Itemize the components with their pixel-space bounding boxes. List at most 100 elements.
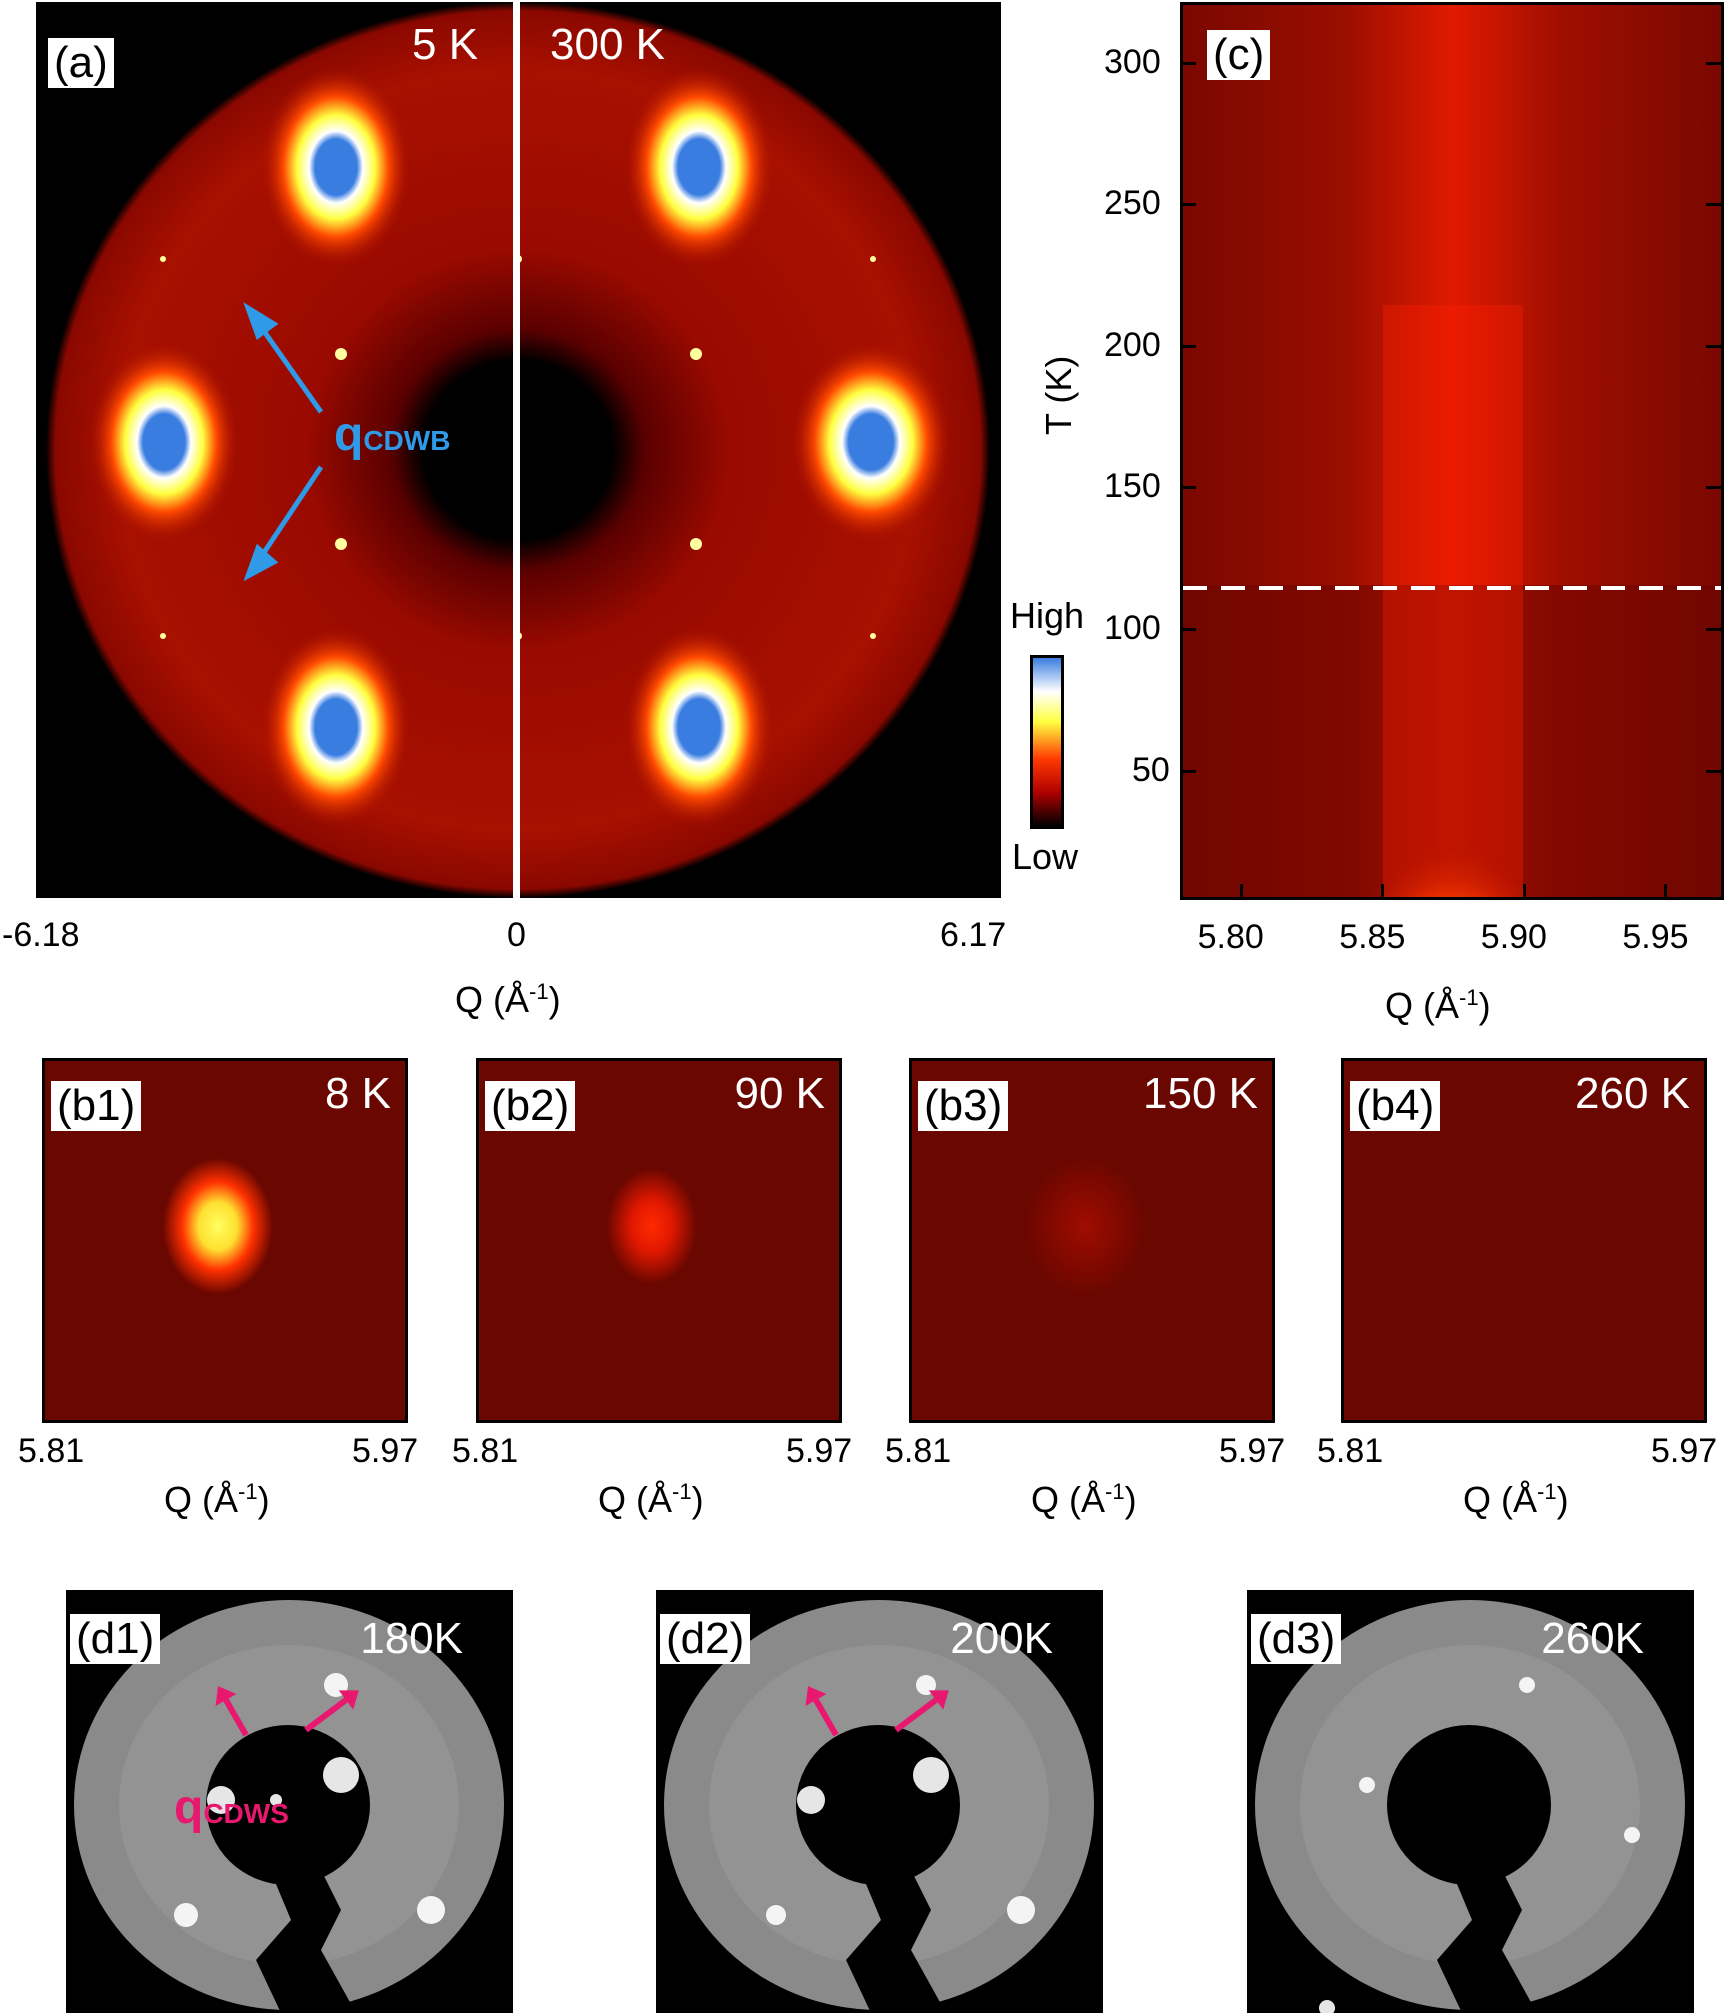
- panel-c-xtick-mark: [1522, 884, 1526, 900]
- panel-b-xlabel-sup: -1: [238, 1479, 258, 1504]
- panel-b-xlabel-end: ): [691, 1479, 704, 1520]
- colorbar-high-label: High: [1010, 595, 1085, 636]
- qcdws-arrowhead: [338, 1690, 359, 1710]
- panel-a-image: [46, 2, 990, 898]
- panel-d-temp: 180K: [360, 1614, 463, 1663]
- panel-a-diffraction-map: (a) 5 K 300 K qCDWB: [36, 2, 1001, 898]
- panel-b-label: (b3): [918, 1081, 1009, 1131]
- panel-d-label: (d1): [70, 1614, 161, 1664]
- panel-c-xtick: 5.90: [1480, 918, 1547, 956]
- panel-b-temp: 8 K: [324, 1069, 391, 1118]
- panel-d-temp: 200K: [950, 1614, 1053, 1663]
- panel-c-ytick: 50: [1132, 750, 1170, 789]
- panel-c-xlabel-sup: -1: [1459, 985, 1479, 1010]
- panel-c-xtick: 5.95: [1622, 918, 1689, 956]
- panel-c-xtick-mark: [1381, 884, 1385, 900]
- panel-c-xlabel-end: ): [1478, 985, 1491, 1026]
- panel-c-ytick-mark: [1706, 344, 1722, 348]
- bragg-spot: [916, 1675, 936, 1695]
- panel-c-ytick-mark: [1706, 769, 1722, 773]
- panel-c-ytick-mark: [1706, 627, 1722, 631]
- panel-b-temp: 90 K: [734, 1069, 825, 1118]
- panel-d-pattern: [74, 1600, 504, 2013]
- bragg-spot: [913, 1757, 949, 1793]
- panel-c-xtick: 5.80: [1197, 918, 1264, 956]
- panel-b-xlabel: Q (Å-1): [1031, 1472, 1137, 1520]
- bragg-spot: [766, 1905, 786, 1925]
- qcdws-arrow: [813, 1698, 839, 1737]
- panel-d-image: (d2) 200K: [656, 1590, 1103, 2013]
- panel-a-xlabel-text: Q (Å: [455, 979, 530, 1020]
- bragg-peaks: [89, 67, 951, 827]
- qcdws-annotation: qCDWS: [174, 1780, 289, 1835]
- bragg-spot: [207, 1786, 235, 1814]
- qcdws-arrow: [894, 1697, 938, 1733]
- panel-c-ytick-mark: [1180, 203, 1196, 207]
- panel-c-ytick: 150: [1104, 467, 1161, 506]
- panel-b-tick-left: 5.81: [18, 1432, 85, 1470]
- bragg-spot: [797, 1786, 825, 1814]
- qcdws-subscript: CDWS: [203, 1798, 289, 1829]
- panel-b-xlabel-text: Q (Å: [598, 1479, 673, 1520]
- panel-a-temp-left: 5 K: [412, 20, 479, 69]
- panel-b-xlabel-sup: -1: [1537, 1479, 1557, 1504]
- panel-b-map: (b2) 90 K: [476, 1058, 842, 1423]
- panel-b-tick-left: 5.81: [1317, 1432, 1384, 1470]
- panel-b-xlabel-sup: -1: [672, 1479, 692, 1504]
- panel-b-temp: 150 K: [1143, 1069, 1258, 1118]
- bragg-spot: [1624, 1827, 1640, 1843]
- panel-b-xlabel-text: Q (Å: [164, 1479, 239, 1520]
- panel-c-ytick-mark: [1180, 769, 1196, 773]
- panel-a-xlabel-sup: -1: [529, 979, 549, 1004]
- panel-c-ytick-mark: [1180, 61, 1196, 65]
- panel-b-tick-right: 5.97: [786, 1432, 853, 1470]
- qcdwb-subscript: CDWB: [363, 425, 451, 456]
- panel-c-ylabel: T (K): [1038, 355, 1079, 435]
- qcdws-arrowhead: [805, 1686, 827, 1706]
- panel-b-tick-right: 5.97: [352, 1432, 419, 1470]
- qcdws-arrow: [304, 1697, 348, 1733]
- panel-d-label: (d2): [660, 1614, 751, 1664]
- panel-b-xlabel: Q (Å-1): [598, 1472, 704, 1520]
- bragg-spot: [323, 1757, 359, 1793]
- panel-b-map: (b3) 150 K: [909, 1058, 1275, 1423]
- panel-b-map: (b4) 260 K: [1341, 1058, 1707, 1423]
- panel-d-image: (d3) 260K: [1247, 1590, 1694, 2013]
- panel-c-ytick-mark: [1706, 61, 1722, 65]
- panel-b-label: (b1): [51, 1081, 142, 1131]
- qcdwb-arrows: [243, 302, 324, 582]
- panel-d-label: (d3): [1251, 1614, 1342, 1664]
- panel-b-xlabel-end: ): [1124, 1479, 1137, 1520]
- panel-a-temp-right: 300 K: [550, 20, 665, 69]
- panel-c-xtick-mark: [1239, 884, 1243, 900]
- panel-c-xtick: 5.85: [1339, 918, 1406, 956]
- colorbar: [1030, 655, 1064, 829]
- qcdws-arrowhead: [215, 1686, 237, 1706]
- panel-d-pattern: [664, 1600, 1094, 2013]
- panel-c-ytick-mark: [1180, 486, 1196, 490]
- panel-b-map: (b1) 8 K: [42, 1058, 408, 1423]
- qcdws-arrow: [223, 1698, 249, 1737]
- panel-c-ytick: 250: [1104, 184, 1161, 223]
- qcdwb-symbol: q: [334, 408, 364, 461]
- panel-c-ytick: 200: [1104, 325, 1161, 364]
- panel-c-ytick-mark: [1706, 486, 1722, 490]
- panel-b-label: (b4): [1350, 1081, 1441, 1131]
- panel-a-xlabel-end: ): [548, 979, 561, 1020]
- panel-b-temp: 260 K: [1575, 1069, 1690, 1118]
- panel-a-tick-right: 6.17: [940, 916, 1007, 954]
- colorbar-low-label: Low: [1012, 836, 1079, 877]
- panel-b-xlabel: Q (Å-1): [164, 1472, 270, 1520]
- panel-a-tick-left: -6.18: [2, 916, 80, 954]
- panel-b-xlabel-text: Q (Å: [1463, 1479, 1538, 1520]
- panel-c-xlabel-text: Q (Å: [1385, 985, 1460, 1026]
- qcdws-symbol: q: [174, 1781, 204, 1834]
- bragg-spot: [1519, 1677, 1535, 1693]
- panel-b-xlabel: Q (Å-1): [1463, 1472, 1569, 1520]
- panel-c-heatmap: [1180, 2, 1724, 900]
- panel-c-label: (c): [1207, 30, 1271, 80]
- panel-a-tick-mid: 0: [507, 916, 526, 954]
- panel-c-ytick-mark: [1706, 203, 1722, 207]
- panel-b-tick-left: 5.81: [885, 1432, 952, 1470]
- panel-b-xlabel-end: ): [1556, 1479, 1569, 1520]
